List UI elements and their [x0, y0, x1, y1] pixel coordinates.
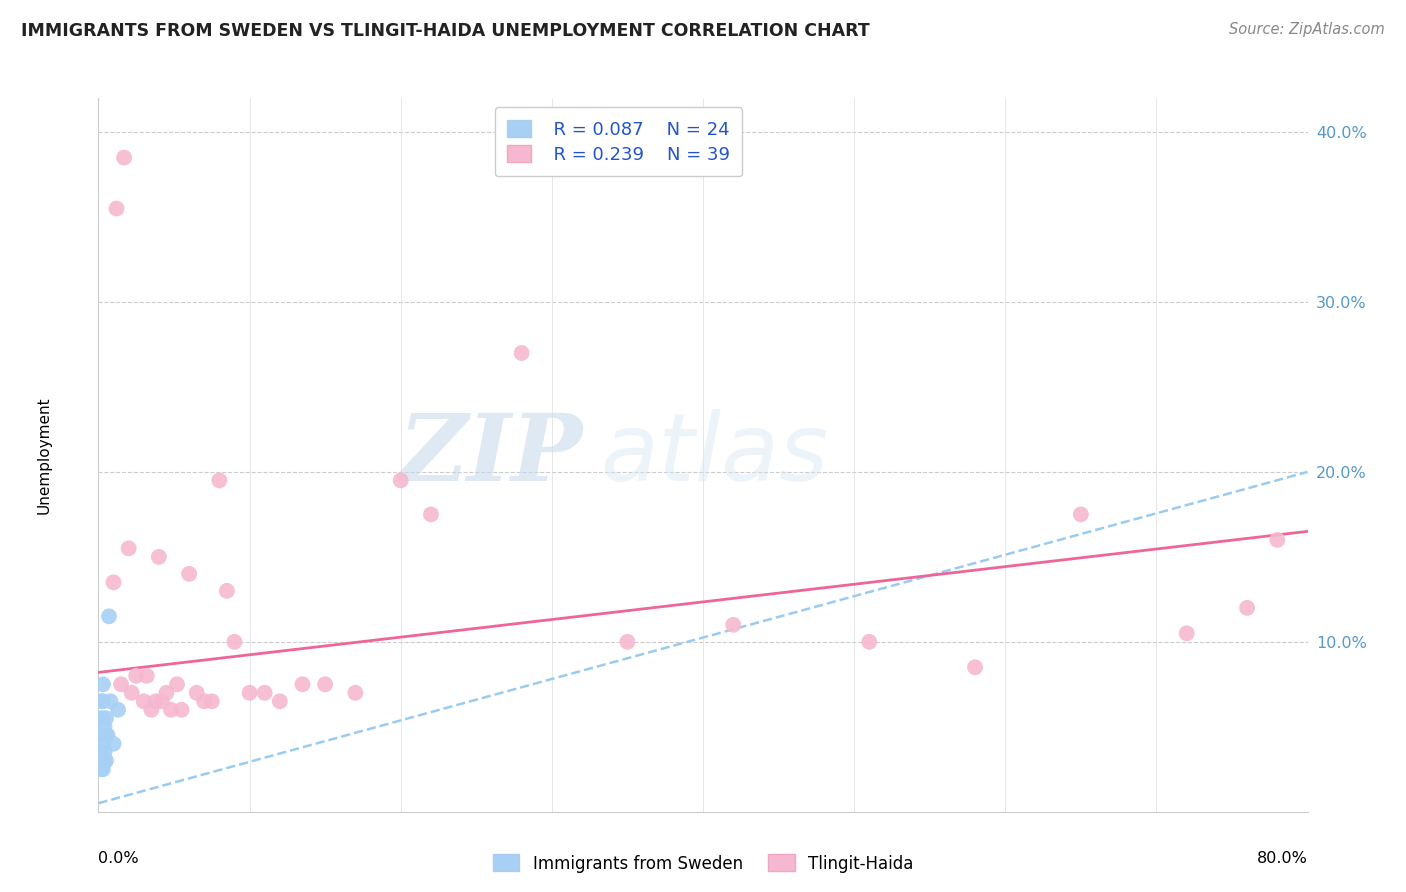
Point: [91, 711, 114, 725]
Point: [160, 703, 183, 717]
Point: [291, 677, 314, 691]
Point: [344, 686, 367, 700]
Point: [389, 474, 412, 488]
Point: [110, 677, 132, 691]
Point: [314, 677, 336, 691]
Point: [201, 694, 224, 708]
Point: [253, 686, 276, 700]
Point: [90, 728, 112, 742]
Point: [90, 754, 112, 768]
Point: [89, 745, 111, 759]
Point: [91, 762, 114, 776]
Point: [239, 686, 262, 700]
Point: [420, 508, 443, 522]
Point: [91, 728, 114, 742]
Point: [723, 617, 745, 632]
Point: [93, 745, 115, 759]
Point: [1267, 533, 1289, 547]
Point: [858, 635, 880, 649]
Point: [93, 720, 115, 734]
Point: [105, 202, 128, 216]
Point: [90, 762, 112, 776]
Point: [1070, 508, 1092, 522]
Point: [150, 694, 173, 708]
Point: [107, 703, 129, 717]
Point: [125, 669, 148, 683]
Point: [100, 694, 122, 708]
Point: [179, 566, 201, 581]
Point: [145, 694, 167, 708]
Point: [89, 728, 111, 742]
Point: [616, 635, 638, 649]
Point: [141, 703, 163, 717]
Point: [91, 694, 114, 708]
Point: [224, 635, 246, 649]
Point: [269, 694, 291, 708]
Point: [510, 346, 533, 360]
Point: [98, 609, 121, 624]
Point: [103, 737, 125, 751]
Text: ZIP: ZIP: [398, 410, 582, 500]
Point: [215, 583, 238, 598]
Point: [965, 660, 987, 674]
Point: [96, 728, 118, 742]
Point: [94, 754, 117, 768]
Point: [132, 694, 155, 708]
Point: [118, 541, 141, 556]
Point: [1175, 626, 1198, 640]
Text: Source: ZipAtlas.com: Source: ZipAtlas.com: [1229, 22, 1385, 37]
Point: [135, 669, 157, 683]
Point: [91, 737, 114, 751]
Point: [94, 728, 117, 742]
Point: [208, 474, 231, 488]
Legend:   R = 0.087    N = 24,   R = 0.239    N = 39: R = 0.087 N = 24, R = 0.239 N = 39: [495, 107, 742, 177]
Point: [93, 754, 115, 768]
Text: 0.0%: 0.0%: [98, 851, 139, 866]
Point: [90, 694, 112, 708]
Point: [121, 686, 143, 700]
Point: [112, 151, 135, 165]
Text: 80.0%: 80.0%: [1257, 851, 1308, 866]
Text: atlas: atlas: [600, 409, 828, 500]
Point: [166, 677, 188, 691]
Point: [186, 686, 208, 700]
Point: [89, 711, 111, 725]
Point: [1236, 600, 1258, 615]
Text: IMMIGRANTS FROM SWEDEN VS TLINGIT-HAIDA UNEMPLOYMENT CORRELATION CHART: IMMIGRANTS FROM SWEDEN VS TLINGIT-HAIDA …: [21, 22, 870, 40]
Legend: Immigrants from Sweden, Tlingit-Haida: Immigrants from Sweden, Tlingit-Haida: [486, 847, 920, 880]
Point: [155, 686, 177, 700]
Point: [91, 677, 114, 691]
Point: [193, 694, 215, 708]
Point: [170, 703, 193, 717]
Point: [94, 711, 117, 725]
Text: Unemployment: Unemployment: [37, 396, 52, 514]
Point: [103, 575, 125, 590]
Point: [148, 549, 170, 564]
